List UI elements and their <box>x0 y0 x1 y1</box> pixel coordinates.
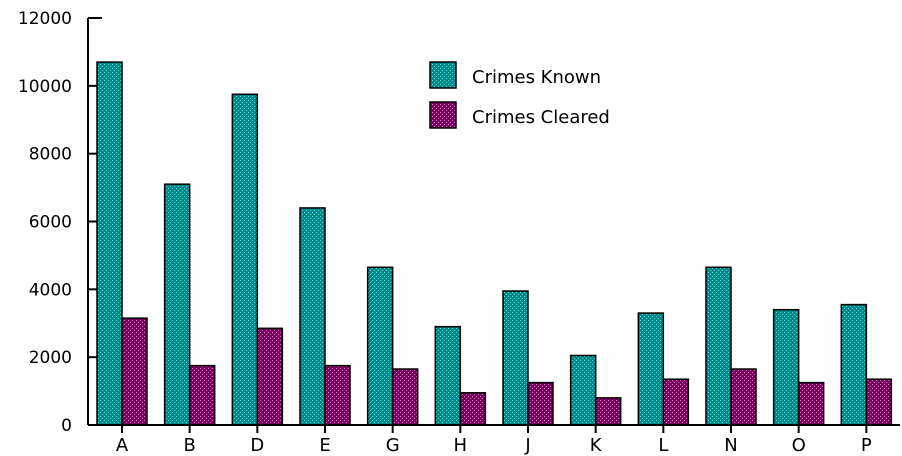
legend-swatch <box>429 101 457 129</box>
bar-crimes-known-e <box>299 207 326 426</box>
bar-crimes-known-b <box>163 183 191 426</box>
bar-crimes-cleared-h <box>459 392 487 426</box>
legend-label: Crimes Known <box>472 67 601 88</box>
y-tick-label: 2000 <box>29 348 72 368</box>
bar-crimes-known-d <box>231 93 259 426</box>
bar-crimes-cleared-k <box>594 397 622 426</box>
x-tick-label: L <box>658 435 668 456</box>
legend-swatch <box>429 61 457 89</box>
bar-crimes-cleared-d <box>256 327 284 426</box>
y-tick-label: 12000 <box>18 9 72 29</box>
x-tick-label: E <box>319 435 330 456</box>
bar-crimes-cleared-o <box>797 381 825 426</box>
bar-crimes-cleared-b <box>188 364 216 426</box>
bar-crimes-known-k <box>569 354 597 426</box>
legend-label: Crimes Cleared <box>472 107 610 128</box>
bar-crimes-known-h <box>434 325 462 426</box>
bar-crimes-known-g <box>366 266 394 426</box>
x-tick-label: K <box>590 435 603 456</box>
bar-crimes-cleared-n <box>730 368 757 426</box>
y-tick-label: 4000 <box>29 280 72 300</box>
y-tick-label: 0 <box>61 416 72 436</box>
y-tick-label: 6000 <box>29 213 72 233</box>
y-tick-label: 10000 <box>18 77 72 97</box>
x-tick-label: J <box>524 435 530 456</box>
x-tick-label: P <box>861 435 872 456</box>
legend: Crimes Known Crimes Cleared <box>429 61 610 129</box>
bar-crimes-cleared-e <box>324 364 351 426</box>
y-tick-label: 8000 <box>29 145 72 165</box>
y-axis: 0 2000 4000 6000 8000 10000 12000 <box>18 9 102 436</box>
bars <box>96 61 893 426</box>
bar-crimes-known-j <box>502 290 529 426</box>
x-tick-label: N <box>724 435 737 456</box>
x-tick-label: O <box>792 435 806 456</box>
x-tick-label: D <box>250 435 264 456</box>
bar-crimes-known-l <box>637 312 665 426</box>
bar-crimes-known-a <box>96 61 123 426</box>
x-tick-label: B <box>183 435 195 456</box>
x-tick-label: A <box>116 435 129 456</box>
bar-crimes-known-o <box>772 308 800 426</box>
bar-crimes-known-n <box>705 266 732 426</box>
bar-crimes-cleared-a <box>121 317 148 426</box>
x-tick-label: G <box>386 435 400 456</box>
bar-crimes-cleared-g <box>391 368 419 426</box>
bar-crimes-cleared-l <box>662 378 690 426</box>
bar-crimes-cleared-j <box>527 381 554 426</box>
bar-crimes-cleared-p <box>865 378 893 426</box>
bar-crimes-known-p <box>840 303 868 426</box>
x-tick-label: H <box>454 435 468 456</box>
